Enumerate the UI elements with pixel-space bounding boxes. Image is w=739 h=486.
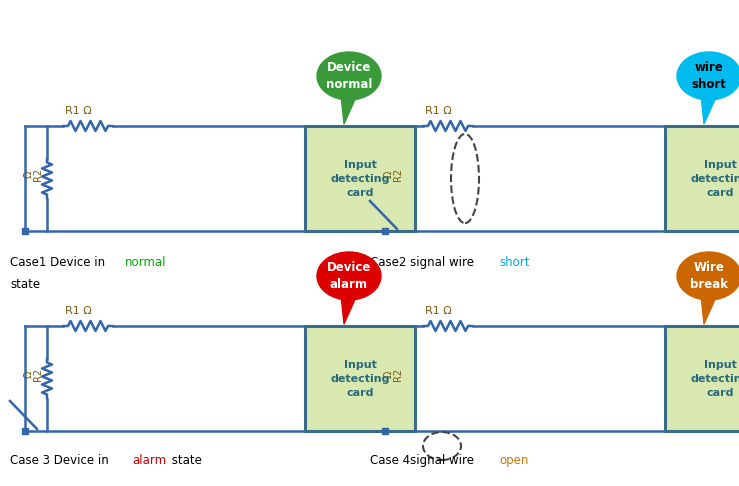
Text: Ω: Ω: [384, 171, 394, 178]
Text: short: short: [500, 256, 530, 269]
Ellipse shape: [317, 52, 381, 100]
Text: alarm: alarm: [132, 454, 166, 467]
FancyBboxPatch shape: [305, 126, 415, 231]
Text: R1 Ω: R1 Ω: [425, 106, 452, 116]
Text: normal: normal: [125, 256, 167, 269]
Ellipse shape: [317, 252, 381, 300]
Text: Device
alarm: Device alarm: [327, 261, 371, 291]
Text: Device
normal: Device normal: [326, 61, 372, 91]
Text: R2: R2: [33, 368, 43, 381]
Text: Case 3 Device in: Case 3 Device in: [10, 454, 112, 467]
Text: R2: R2: [393, 168, 403, 181]
Text: R1 Ω: R1 Ω: [65, 106, 92, 116]
FancyBboxPatch shape: [665, 126, 739, 231]
FancyBboxPatch shape: [22, 228, 28, 234]
Text: R1 Ω: R1 Ω: [425, 306, 452, 316]
FancyBboxPatch shape: [382, 428, 388, 434]
Polygon shape: [701, 295, 717, 324]
FancyBboxPatch shape: [382, 228, 388, 234]
Text: Input
detecting
card: Input detecting card: [690, 159, 739, 197]
Text: Input
detecting
card: Input detecting card: [690, 360, 739, 398]
Text: wire
short: wire short: [692, 61, 726, 91]
Text: Ω: Ω: [384, 371, 394, 378]
Text: R2: R2: [33, 168, 43, 181]
Text: state: state: [168, 454, 202, 467]
Ellipse shape: [677, 252, 739, 300]
Text: open: open: [500, 454, 529, 467]
Text: Wire
break: Wire break: [690, 261, 728, 291]
Text: Ω: Ω: [24, 371, 34, 378]
Polygon shape: [701, 95, 717, 124]
Text: R1 Ω: R1 Ω: [65, 306, 92, 316]
FancyBboxPatch shape: [305, 326, 415, 431]
Text: Input
detecting
card: Input detecting card: [330, 360, 389, 398]
Text: Case 4signal wire: Case 4signal wire: [370, 454, 477, 467]
Text: Input
detecting
card: Input detecting card: [330, 159, 389, 197]
FancyBboxPatch shape: [665, 326, 739, 431]
Ellipse shape: [677, 52, 739, 100]
Text: Ω: Ω: [24, 171, 34, 178]
Text: R2: R2: [393, 368, 403, 381]
Text: Case2 signal wire: Case2 signal wire: [370, 256, 477, 269]
Text: Case1 Device in: Case1 Device in: [10, 256, 109, 269]
Polygon shape: [341, 295, 357, 324]
Text: state: state: [10, 278, 40, 291]
FancyBboxPatch shape: [22, 428, 28, 434]
Polygon shape: [341, 95, 357, 124]
